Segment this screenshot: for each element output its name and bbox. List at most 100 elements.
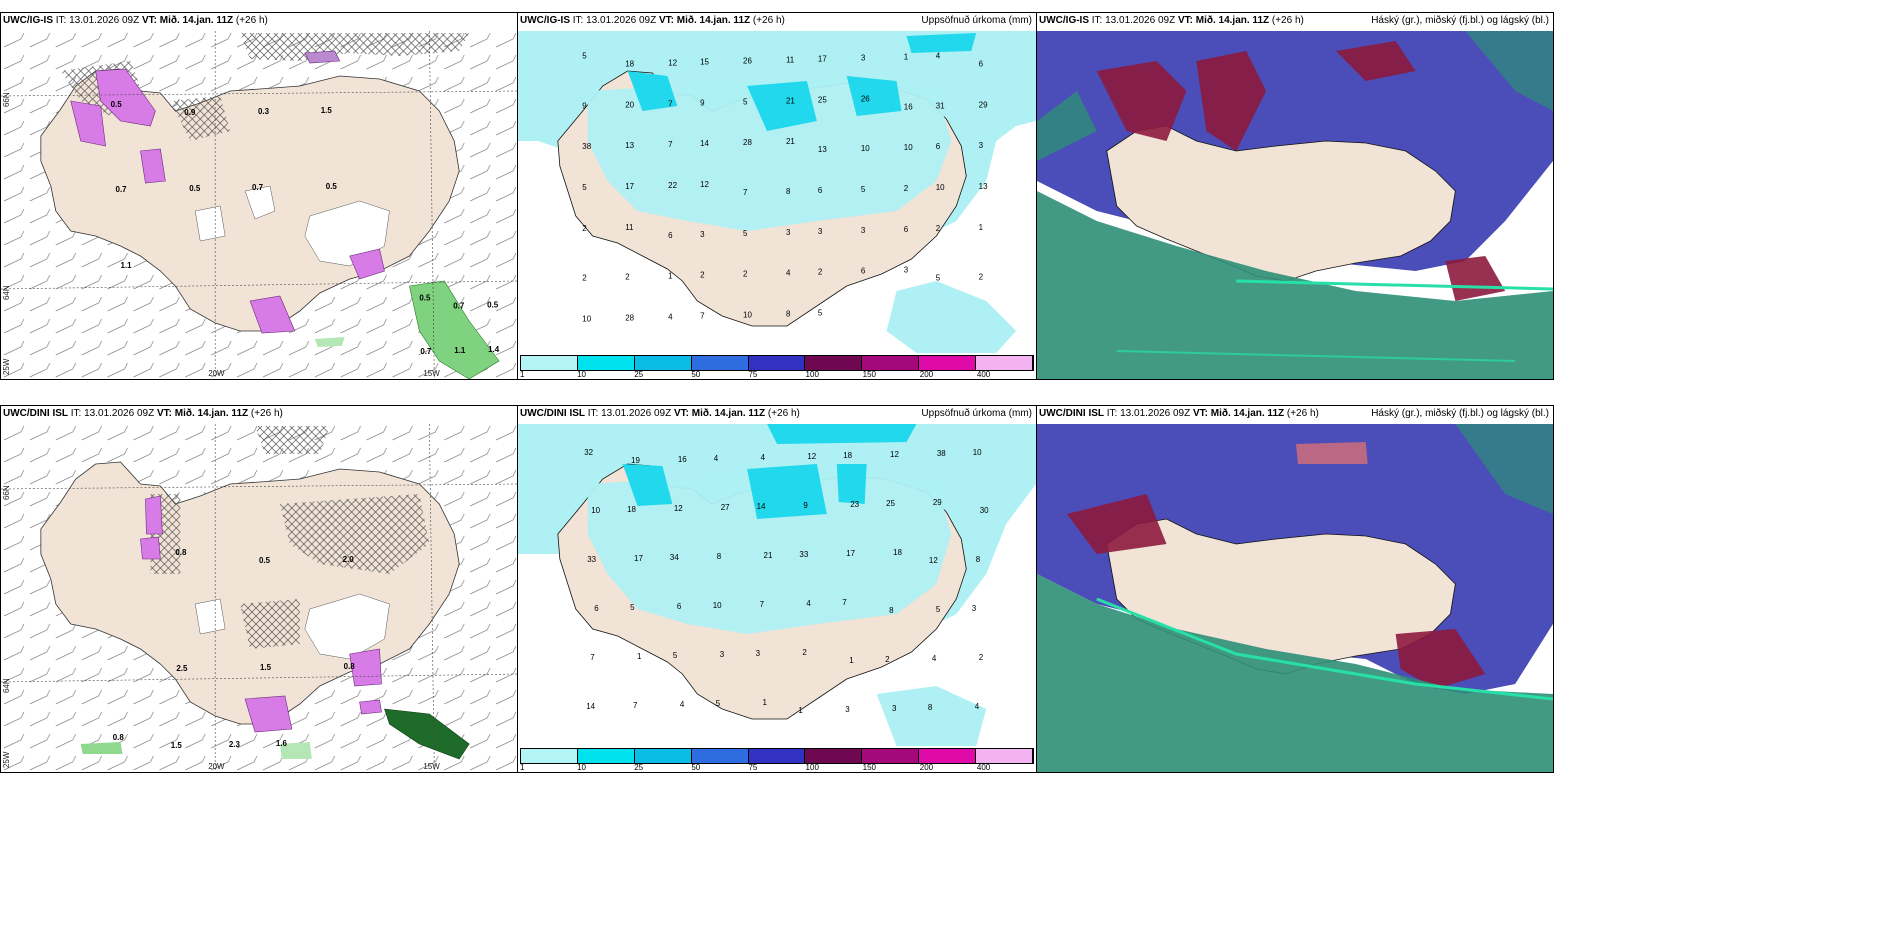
precip-value: 12 (668, 58, 677, 67)
precip-value: 10 (973, 448, 982, 457)
snow-value: 1.1 (121, 261, 133, 270)
precip-value: 21 (764, 551, 773, 560)
precip-value: 12 (929, 556, 938, 565)
precip-value: 3 (861, 226, 866, 235)
precip-value: 2 (743, 270, 748, 279)
precip-value: 11 (625, 223, 634, 232)
snow-value: 0.9 (184, 108, 196, 117)
precip-value: 3 (904, 266, 909, 275)
init-label: IT: (1091, 15, 1103, 26)
colorbar-swatch (577, 356, 635, 370)
precip-value: 10 (591, 506, 600, 515)
rain-value-labels: 0.5 0.7 0.5 0.7 1.1 1.4 (419, 294, 499, 357)
precip-value: 3 (700, 230, 705, 239)
precip-value: 3 (818, 227, 823, 236)
precip-value: 2 (582, 224, 587, 233)
lon-label: 20W (208, 762, 225, 771)
precip-value: 18 (625, 59, 634, 68)
lead-time: (+26 h) (1286, 408, 1319, 419)
precip-value: 15 (700, 57, 709, 66)
colorbar-swatch (691, 356, 749, 370)
rain-value: 2.3 (229, 740, 241, 749)
colorbar-swatch (634, 749, 692, 763)
snow-value: 0.5 (259, 556, 271, 565)
precip-value: 5 (582, 51, 587, 60)
snow-value-labels: 0.5 0.9 0.3 1.5 0.7 0.5 0.7 0.5 1.1 (111, 100, 338, 270)
precip-value: 18 (843, 451, 852, 460)
colorbar-ticks: 1 10 25 50 75 100 150 200 400 (520, 763, 1034, 772)
snow-value: 0.5 (326, 182, 338, 191)
colorbar-tick-label: 200 (919, 370, 934, 379)
precip-value: 10 (936, 183, 945, 192)
precip-value: 2 (979, 273, 984, 282)
precip-value: 2 (885, 655, 890, 664)
precip-value: 6 (677, 602, 682, 611)
precip-value: 7 (700, 312, 705, 321)
precip-value: 5 (630, 603, 635, 612)
precip-value: 19 (631, 456, 640, 465)
precip-value: 3 (845, 705, 850, 714)
precip-value: 5 (818, 309, 823, 318)
init-time: 13.01.2026 09Z (84, 408, 155, 419)
precip-value: 1 (979, 223, 984, 232)
precip-value: 26 (861, 94, 870, 103)
rain-value: 1.1 (454, 346, 466, 355)
precip-value: 7 (760, 600, 765, 609)
precip-value: 4 (680, 700, 685, 709)
init-time: 13.01.2026 09Z (586, 15, 657, 26)
colorbar-swatch (748, 749, 806, 763)
precip-map: 5 18 12 15 26 11 17 3 1 4 6 9 20 7 9 5 21 25 26 16 31 29 38 13 7… (518, 31, 1036, 353)
precip-value: 1 (637, 652, 642, 661)
precip-value: 7 (842, 598, 847, 607)
precip-value: 5 (716, 699, 721, 708)
precip-value: 27 (721, 503, 730, 512)
precip-value: 16 (678, 455, 687, 464)
init-time: 13.01.2026 09Z (1105, 15, 1176, 26)
precip-value: 31 (936, 101, 945, 110)
snow-value-labels: 0.8 0.5 2.0 2.5 1.5 0.8 (175, 548, 355, 673)
lon-label: 25W (2, 358, 11, 375)
precip-value: 17 (818, 54, 827, 63)
precip-value: 29 (933, 498, 942, 507)
precip-value: 18 (627, 505, 636, 514)
lat-label: 64N (2, 285, 11, 300)
rain-value: 0.7 (420, 347, 432, 356)
colorbar-tick-label: 150 (862, 763, 877, 772)
rain-value: 1.4 (488, 345, 500, 354)
snow-value: 0.5 (189, 184, 201, 193)
precip-value: 1 (668, 272, 673, 281)
precip-value: 3 (972, 604, 977, 613)
precip-value: 4 (936, 51, 941, 60)
lead-time: (+26 h) (767, 408, 800, 419)
precip-value: 21 (786, 137, 795, 146)
precip-value: 8 (717, 552, 722, 561)
init-time: 13.01.2026 09Z (1120, 408, 1191, 419)
colorbar (520, 355, 1034, 371)
colorbar-tick-label: 25 (634, 763, 644, 772)
precip-value: 9 (803, 501, 808, 510)
colorbar-ticks: 1 10 25 50 75 100 150 200 400 (520, 370, 1034, 379)
colorbar-tick-label: 50 (691, 370, 701, 379)
precip-value: 3 (861, 53, 866, 62)
colorbar-swatch (634, 356, 692, 370)
panel-clouds-bottom: UWC/DINI ISL IT: 13.01.2026 09Z VT: Mið.… (1036, 405, 1554, 773)
colorbar-tick-label: 1 (520, 763, 525, 772)
colorbar-tick-label: 100 (805, 763, 819, 772)
init-label: IT: (70, 408, 82, 419)
precip-value: 2 (700, 271, 705, 280)
init-time: 13.01.2026 09Z (601, 408, 672, 419)
precip-value: 14 (757, 502, 766, 511)
precip-value: 21 (786, 96, 795, 105)
panel-header: UWC/IG-IS IT: 13.01.2026 09Z VT: Mið. 14… (3, 15, 513, 29)
snow-value: 0.5 (111, 100, 123, 109)
cloud-map (1037, 424, 1553, 772)
precip-value: 11 (786, 55, 795, 64)
valid-time: Mið. 14.jan. 11Z (676, 15, 751, 26)
precip-value: 4 (714, 454, 719, 463)
precip-value: 2 (802, 648, 807, 657)
precip-value: 17 (846, 549, 855, 558)
valid-label: VT: (658, 15, 674, 26)
colorbar-swatch (805, 356, 863, 370)
lead-time: (+26 h) (235, 15, 268, 26)
